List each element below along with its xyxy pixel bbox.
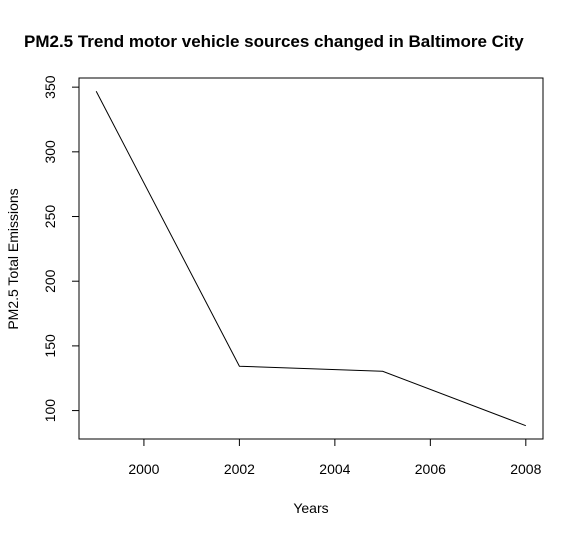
x-tick-label: 2004 <box>319 461 350 477</box>
x-axis-label: Years <box>293 500 328 516</box>
x-tick-label: 2008 <box>510 461 541 477</box>
y-axis: 100 150 200 250 300 350 <box>42 75 80 423</box>
y-tick-label: 250 <box>42 205 58 229</box>
plot-box <box>78 77 544 440</box>
x-tick-label: 2000 <box>128 461 159 477</box>
y-tick-label: 150 <box>42 334 58 358</box>
y-axis-label: PM2.5 Total Emissions <box>5 188 21 329</box>
y-tick-label: 300 <box>42 140 58 164</box>
chart-title: PM2.5 Trend motor vehicle sources change… <box>24 32 524 51</box>
x-tick-label: 2002 <box>224 461 255 477</box>
x-axis: 2000 2002 2004 2006 2008 <box>128 438 542 477</box>
y-tick-label: 350 <box>42 75 58 99</box>
x-tick-label: 2006 <box>415 461 446 477</box>
y-tick-label: 100 <box>42 399 58 423</box>
y-tick-label: 200 <box>42 269 58 293</box>
series-line <box>95 91 526 427</box>
